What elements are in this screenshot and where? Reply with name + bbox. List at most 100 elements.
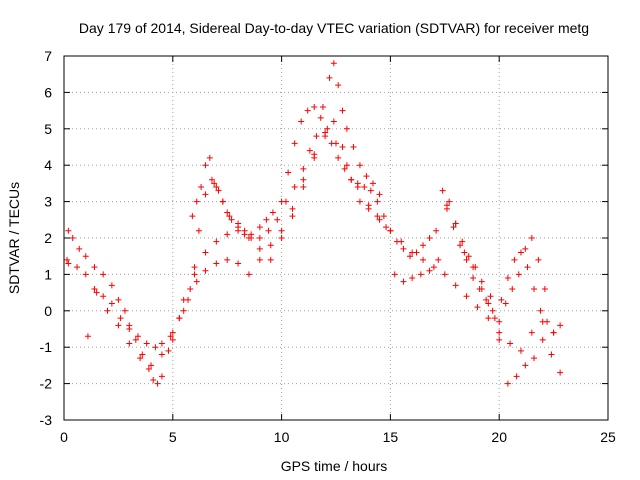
- data-point: [498, 296, 505, 303]
- data-point: [100, 271, 107, 278]
- data-point: [65, 260, 72, 267]
- data-point: [213, 184, 220, 191]
- data-point: [531, 285, 538, 292]
- data-point: [291, 140, 298, 147]
- data-point: [185, 296, 192, 303]
- y-tick-label: 6: [44, 84, 52, 100]
- data-point: [387, 227, 394, 234]
- data-point: [330, 60, 337, 67]
- data-point: [504, 275, 511, 282]
- data-point: [208, 176, 215, 183]
- y-tick-label: -1: [40, 339, 53, 355]
- data-point: [369, 180, 376, 187]
- data-point: [339, 144, 346, 150]
- data-point: [154, 380, 161, 387]
- data-point: [511, 256, 518, 263]
- data-point: [450, 224, 457, 231]
- data-point: [459, 238, 466, 245]
- data-point: [417, 271, 424, 278]
- data-point: [143, 340, 150, 347]
- data-point: [274, 216, 281, 223]
- data-point: [470, 264, 477, 271]
- data-point: [463, 293, 470, 300]
- data-point: [367, 187, 374, 194]
- data-point: [356, 162, 363, 169]
- data-point: [326, 74, 333, 81]
- data-point: [443, 202, 450, 209]
- data-point: [265, 227, 272, 234]
- data-point: [278, 235, 285, 241]
- data-point: [478, 278, 485, 285]
- data-point: [115, 296, 122, 303]
- y-tick-label: 0: [44, 303, 52, 319]
- data-point: [409, 249, 416, 256]
- data-point: [557, 369, 564, 376]
- y-tick-label: 5: [44, 121, 52, 137]
- series-track-b: [84, 118, 564, 387]
- chart-title: Day 179 of 2014, Sidereal Day-to-day VTE…: [79, 20, 589, 36]
- data-point: [300, 184, 307, 191]
- data-point: [322, 129, 329, 136]
- data-point: [311, 151, 318, 158]
- data-point: [228, 216, 235, 223]
- y-tick-label: 2: [44, 230, 52, 246]
- data-point: [69, 235, 76, 241]
- data-point: [65, 227, 72, 234]
- data-point: [291, 184, 298, 191]
- series-track-a: [64, 103, 564, 387]
- data-point: [219, 198, 226, 205]
- data-point: [531, 355, 538, 362]
- data-point: [108, 300, 115, 307]
- data-point: [485, 300, 492, 307]
- data-point: [400, 278, 407, 285]
- data-point: [426, 235, 433, 241]
- data-point: [400, 245, 407, 252]
- data-point: [528, 235, 535, 241]
- data-point: [263, 216, 270, 223]
- data-point: [380, 213, 387, 220]
- data-point: [409, 275, 416, 282]
- data-point: [420, 256, 427, 263]
- x-tick-label: 25: [600, 429, 616, 445]
- data-point: [430, 264, 437, 271]
- data-point: [550, 329, 557, 336]
- data-point: [213, 238, 220, 245]
- y-tick-label: 3: [44, 194, 52, 210]
- y-tick-label: 4: [44, 157, 52, 173]
- data-point: [398, 238, 405, 245]
- data-point: [256, 224, 263, 231]
- data-point: [256, 235, 263, 241]
- data-point: [235, 224, 242, 231]
- data-point: [509, 285, 516, 292]
- data-point: [491, 315, 498, 322]
- data-point: [537, 307, 544, 314]
- data-point: [289, 213, 296, 220]
- data-point: [76, 245, 83, 252]
- data-point: [139, 351, 146, 358]
- data-point: [300, 176, 307, 183]
- data-point: [483, 296, 490, 303]
- data-point: [195, 227, 202, 234]
- data-point: [522, 362, 529, 369]
- series-track-d: [189, 60, 383, 241]
- data-point: [93, 289, 100, 296]
- data-point: [539, 318, 546, 325]
- data-point: [108, 282, 115, 289]
- data-point: [226, 213, 233, 220]
- data-point: [441, 271, 448, 278]
- data-point: [348, 176, 355, 183]
- data-point: [158, 373, 165, 380]
- data-point: [406, 253, 413, 260]
- data-point: [241, 231, 248, 238]
- data-point: [435, 256, 442, 263]
- data-point: [198, 184, 205, 191]
- data-point: [376, 216, 383, 223]
- data-point: [504, 380, 511, 387]
- data-point: [145, 366, 152, 373]
- data-point: [446, 198, 453, 205]
- data-point: [487, 293, 494, 300]
- data-point: [343, 125, 350, 132]
- data-point: [82, 253, 89, 260]
- data-point: [91, 264, 98, 271]
